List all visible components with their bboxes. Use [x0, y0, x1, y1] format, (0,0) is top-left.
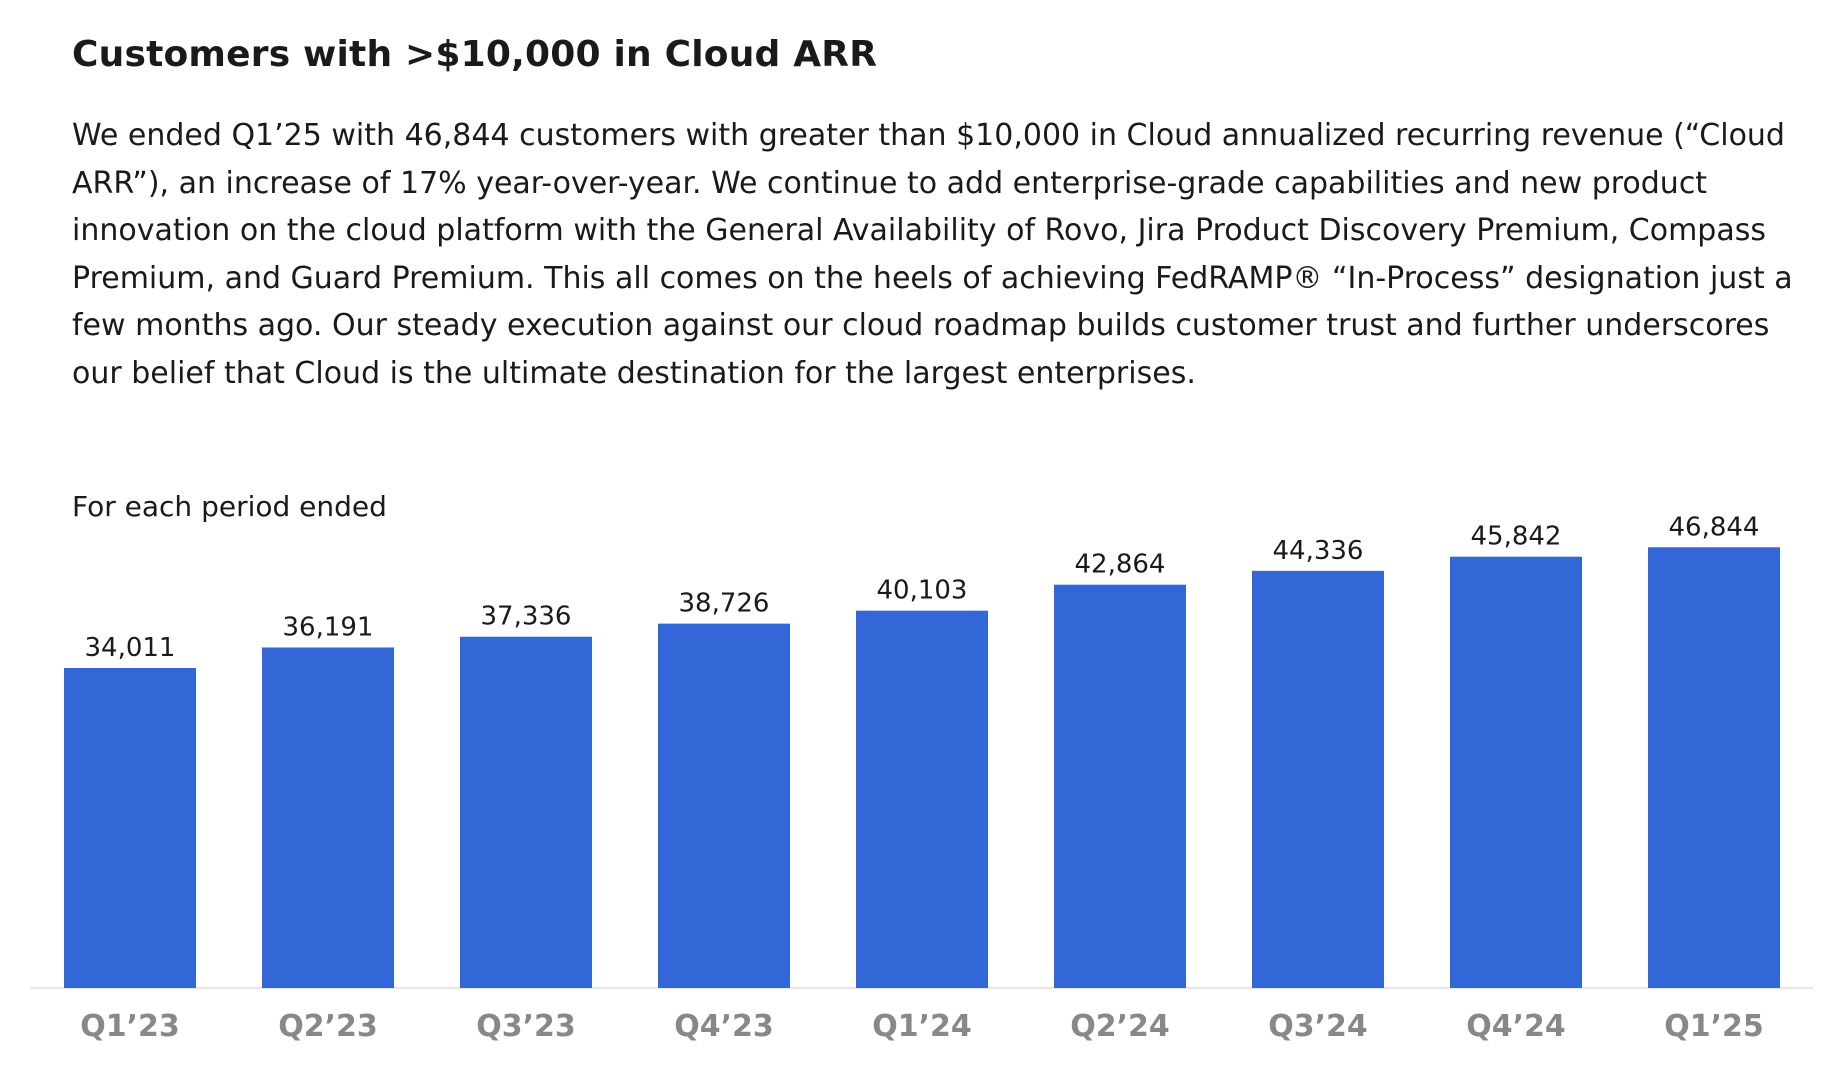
bars-group [64, 547, 1780, 988]
value-label-4: 40,103 [877, 576, 968, 606]
bar-6 [1252, 570, 1384, 988]
category-label-3: Q4’23 [674, 1009, 774, 1044]
category-label-5: Q2’24 [1070, 1009, 1170, 1044]
bar-7 [1450, 556, 1582, 988]
category-label-2: Q3’23 [476, 1009, 576, 1044]
bar-1 [262, 647, 394, 988]
bar-2 [460, 636, 592, 988]
category-label-4: Q1’24 [872, 1009, 972, 1044]
bar-8 [1648, 547, 1780, 988]
value-label-5: 42,864 [1075, 550, 1166, 580]
category-label-7: Q4’24 [1466, 1009, 1566, 1044]
description-paragraph: We ended Q1’25 with 46,844 customers wit… [72, 118, 1793, 391]
category-labels-group: Q1’23 Q2’23 Q3’23 Q4’23 Q1’24 Q2’24 Q3’24 Q4’24… [80, 1009, 1764, 1044]
chart-title: Customers with >$10,000 in Cloud ARR [72, 34, 878, 75]
bar-4 [856, 610, 988, 988]
value-label-7: 45,842 [1471, 522, 1562, 552]
category-label-1: Q2’23 [278, 1009, 378, 1044]
value-labels-group: 34,011 36,191 37,336 38,726 40,103 42,864 44,3… [85, 512, 1760, 663]
category-label-8: Q1’25 [1664, 1009, 1764, 1044]
category-label-6: Q3’24 [1268, 1009, 1368, 1044]
bar-5 [1054, 584, 1186, 988]
category-label-0: Q1’23 [80, 1009, 180, 1044]
value-label-1: 36,191 [283, 612, 374, 642]
period-note: For each period ended [72, 490, 387, 523]
value-label-2: 37,336 [481, 602, 572, 632]
bar-0 [64, 668, 196, 988]
bar-3 [658, 623, 790, 988]
value-label-8: 46,844 [1669, 512, 1760, 542]
value-label-6: 44,336 [1273, 536, 1364, 566]
value-label-0: 34,011 [85, 633, 176, 663]
value-label-3: 38,726 [679, 589, 770, 619]
